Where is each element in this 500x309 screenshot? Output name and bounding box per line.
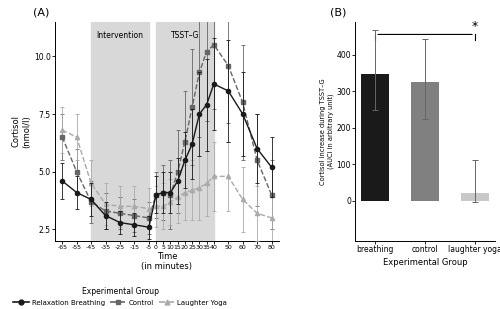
X-axis label: Experimental Group: Experimental Group: [383, 258, 468, 267]
Bar: [91, 22, 149, 241]
Bar: [461, 193, 488, 201]
Legend: Relaxation Breathing, Control, Laughter Yoga: Relaxation Breathing, Control, Laughter …: [14, 287, 227, 306]
Text: (A): (A): [32, 7, 49, 17]
Text: (B): (B): [330, 7, 346, 17]
Y-axis label: Cortisol increase during TSST–G
(AUCi in arbitrary unit): Cortisol increase during TSST–G (AUCi in…: [320, 78, 334, 185]
Text: *: *: [472, 19, 478, 32]
Y-axis label: Cortisol
(nmol/l): Cortisol (nmol/l): [12, 115, 31, 148]
Text: TSST–G: TSST–G: [170, 31, 199, 40]
Bar: [412, 82, 439, 201]
Bar: [156, 22, 214, 241]
X-axis label: Time
(in minutes): Time (in minutes): [142, 252, 192, 271]
Text: Intervention: Intervention: [96, 31, 144, 40]
Bar: [362, 74, 389, 201]
